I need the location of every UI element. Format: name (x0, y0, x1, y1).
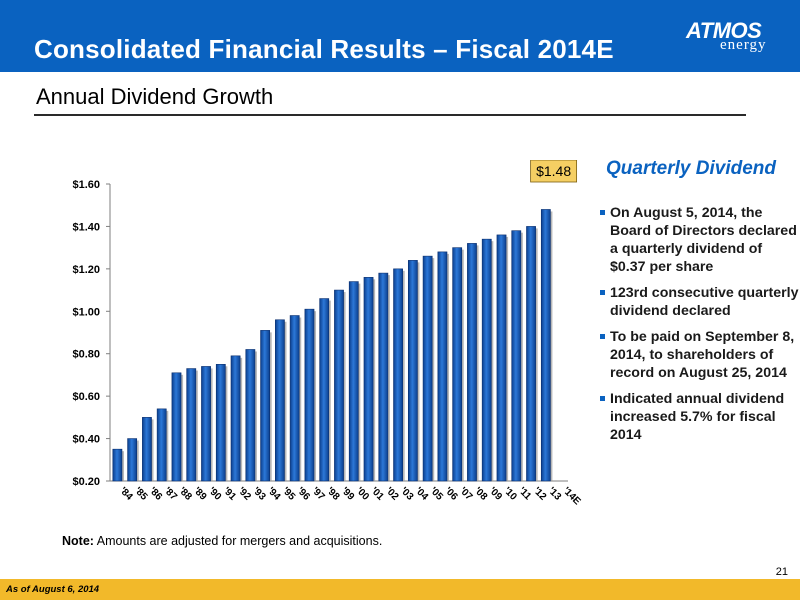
section-subtitle: Annual Dividend Growth (36, 84, 274, 109)
x-tick-label: '13 (546, 485, 564, 503)
x-tick-label: '91 (221, 485, 239, 503)
x-tick-label: '94 (265, 485, 283, 503)
y-tick-label: $1.40 (72, 221, 100, 233)
value-callout-label: $1.48 (536, 163, 571, 179)
sidebar-title: Quarterly Dividend (606, 158, 776, 179)
bar (186, 368, 197, 482)
bullet-icon (600, 210, 605, 215)
bar (230, 355, 241, 482)
title-divider (34, 114, 746, 116)
x-tick-label: '93 (250, 485, 268, 503)
x-tick-label: '12 (531, 485, 549, 503)
footnote-text: Amounts are adjusted for mergers and acq… (93, 534, 383, 548)
bar (127, 438, 138, 482)
x-tick-label: '09 (487, 485, 505, 503)
bar (467, 243, 477, 482)
x-tick-label: '89 (191, 485, 209, 503)
y-tick-label: $0.20 (72, 476, 100, 488)
bar (540, 209, 551, 482)
x-tick-label: '02 (383, 485, 401, 503)
bar (437, 251, 448, 482)
bar (481, 238, 492, 482)
bullet-item: 123rd consecutive quarterly dividend dec… (600, 284, 800, 320)
bar (156, 408, 167, 482)
bar (407, 260, 418, 482)
logo-subtext: energy (720, 37, 767, 53)
page-title: Consolidated Financial Results – Fiscal … (34, 34, 614, 64)
x-tick-label: '06 (442, 485, 460, 503)
bar (215, 364, 226, 482)
footnote-label: Note: (62, 534, 94, 548)
x-tick-label: '04 (413, 485, 431, 503)
bar (452, 247, 463, 482)
bar (526, 226, 536, 482)
logo-wordmark: ATMOS (686, 18, 762, 43)
x-tick-label: '14E (560, 485, 582, 507)
bar (201, 366, 211, 482)
bullet-item: To be paid on September 8, 2014, to shar… (600, 328, 800, 382)
header-bar: Consolidated Financial Results – Fiscal … (0, 0, 800, 72)
bar (393, 268, 403, 482)
bar (112, 448, 123, 482)
y-tick-label: $0.60 (72, 391, 100, 403)
footnote: Note: Amounts are adjusted for mergers a… (62, 534, 382, 548)
x-tick-label: '84 (117, 485, 135, 503)
bar (142, 417, 152, 482)
bar (171, 372, 182, 482)
bullet-item: Indicated annual dividend increased 5.7%… (600, 390, 800, 444)
bar (378, 272, 389, 482)
x-tick-label: '88 (176, 485, 194, 503)
x-tick-label: '07 (457, 485, 475, 503)
x-tick-label: '99 (339, 485, 357, 503)
y-tick-label: $1.00 (72, 306, 100, 318)
x-tick-label: '90 (206, 485, 224, 503)
y-tick-label: $1.20 (72, 264, 100, 276)
bar (304, 308, 315, 482)
bar (348, 281, 359, 482)
x-tick-label: '05 (428, 485, 446, 503)
bullet-text: 123rd consecutive quarterly dividend dec… (610, 285, 799, 319)
dividend-bullet-list: On August 5, 2014, the Board of Director… (600, 204, 800, 452)
bullet-icon (600, 334, 605, 339)
bullet-text: To be paid on September 8, 2014, to shar… (610, 329, 795, 381)
footer-bar: As of August 6, 2014 (0, 579, 800, 600)
page-number: 21 (775, 566, 788, 578)
dividend-bar-chart: $0.20 $0.40 $0.60 $0.80 $1.00 $1.20 $1.40 $1.60… (72, 160, 583, 508)
bullet-text: On August 5, 2014, the Board of Director… (610, 205, 797, 275)
company-logo: ATMOS energy (684, 18, 784, 58)
x-tick-label: '00 (354, 485, 372, 503)
bar (289, 315, 300, 482)
bullet-icon (600, 290, 605, 295)
x-tick-label: '01 (368, 485, 386, 503)
x-tick-label: '08 (472, 485, 490, 503)
x-tick-label: '03 (398, 485, 416, 503)
bar (496, 234, 507, 482)
x-tick-label: '96 (295, 485, 313, 503)
x-tick-label: '10 (501, 485, 519, 503)
bar (245, 349, 256, 482)
x-tick-label: '85 (132, 485, 150, 503)
bar (422, 255, 433, 482)
x-tick-label: '87 (162, 485, 180, 503)
bar (511, 230, 522, 482)
x-tick-label: '86 (147, 485, 165, 503)
bar (334, 289, 344, 482)
bullet-icon (600, 396, 605, 401)
bar (275, 319, 285, 482)
x-tick-label: '11 (516, 485, 533, 502)
y-tick-label: $0.40 (72, 434, 100, 446)
x-tick-label: '95 (280, 485, 298, 503)
value-callout-box (530, 160, 578, 183)
bullet-item: On August 5, 2014, the Board of Director… (600, 204, 800, 276)
bar (319, 298, 330, 482)
bullet-text: Indicated annual dividend increased 5.7%… (610, 391, 785, 443)
bar (260, 330, 271, 482)
x-tick-label: '92 (235, 485, 253, 503)
x-tick-label: '98 (324, 485, 342, 503)
y-tick-label: $0.80 (72, 349, 100, 361)
footer-date: As of August 6, 2014 (6, 584, 100, 595)
y-tick-label: $1.60 (72, 179, 100, 191)
bar (363, 277, 374, 482)
x-tick-label: '97 (309, 485, 327, 503)
